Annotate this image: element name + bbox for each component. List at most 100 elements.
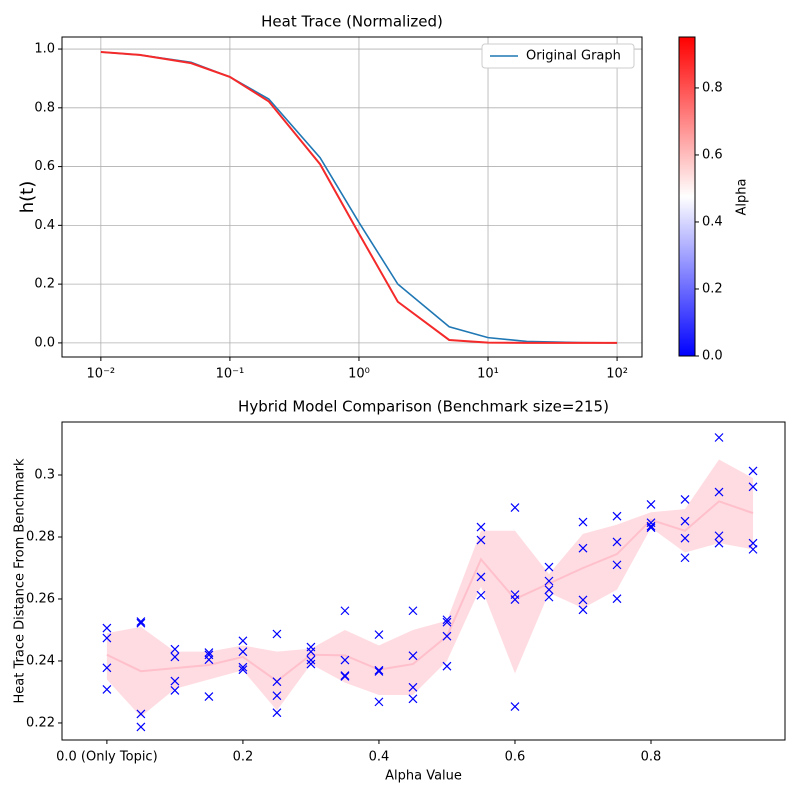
colorbar-tick-label: 0.2 bbox=[702, 281, 723, 296]
scatter-point bbox=[646, 521, 656, 531]
scatter-point bbox=[578, 543, 588, 553]
scatter-point bbox=[102, 663, 112, 673]
scatter-point bbox=[340, 671, 350, 680]
scatter-point bbox=[102, 623, 112, 633]
colorbar-tick-label: 0.6 bbox=[702, 147, 723, 162]
scatter-point bbox=[748, 544, 758, 554]
scatter-point bbox=[612, 594, 622, 604]
scatter-point bbox=[442, 661, 452, 671]
scatter-point bbox=[238, 662, 248, 672]
scatter-point bbox=[204, 648, 214, 658]
scatter-point bbox=[476, 535, 486, 545]
scatter-point bbox=[204, 692, 214, 702]
x-tick-label: 0.6 bbox=[505, 750, 526, 765]
x-tick-label: 10⁻¹ bbox=[216, 367, 245, 382]
mean-line bbox=[106, 500, 754, 683]
legend-box bbox=[481, 43, 635, 69]
x-tick-label: 10⁰ bbox=[348, 367, 370, 382]
scatter-point bbox=[680, 495, 690, 504]
scatter-point bbox=[544, 585, 554, 595]
scatter-point bbox=[442, 615, 452, 625]
scatter-point bbox=[374, 630, 384, 640]
scatter-point bbox=[170, 685, 180, 695]
scatter-point bbox=[714, 538, 724, 548]
y-tick-label: 0.3 bbox=[34, 468, 55, 483]
scatter-point bbox=[510, 595, 520, 605]
scatter-point bbox=[646, 500, 656, 509]
scatter-point bbox=[408, 694, 418, 704]
colorbar-label: Alpha bbox=[735, 179, 750, 216]
y-tick-label: 0.26 bbox=[26, 591, 55, 606]
scatter-point bbox=[476, 572, 486, 582]
scatter-point bbox=[340, 672, 350, 681]
x-tick-label: 0.2 bbox=[233, 750, 254, 765]
y-axis-label: Heat Trace Distance From Benchmark bbox=[13, 458, 28, 703]
y-axis-label: h(t) bbox=[17, 181, 38, 214]
scatter-point bbox=[510, 503, 520, 512]
scatter-point bbox=[612, 511, 622, 521]
scatter-point bbox=[510, 702, 520, 711]
scatter-point bbox=[306, 647, 316, 657]
scatter-point bbox=[374, 665, 384, 675]
scatter-point bbox=[170, 676, 180, 686]
scatter-point bbox=[544, 592, 554, 602]
scatter-point bbox=[408, 682, 418, 692]
scatter-point bbox=[102, 685, 112, 694]
colorbar-tick-label: 0.8 bbox=[702, 80, 723, 95]
scatter-point bbox=[442, 631, 452, 641]
scatter-point bbox=[646, 523, 656, 533]
x-tick-label: 0.0 (Only Topic) bbox=[56, 750, 158, 765]
x-tick-label: 10² bbox=[606, 367, 628, 382]
scatter-point bbox=[306, 655, 316, 665]
scatter-point bbox=[578, 517, 588, 527]
scatter-point bbox=[340, 606, 350, 616]
scatter-point bbox=[578, 605, 588, 615]
y-tick-label: 0.6 bbox=[34, 159, 55, 174]
scatter-point bbox=[714, 433, 724, 442]
colorbar-tick-label: 0.4 bbox=[702, 214, 723, 229]
scatter-point bbox=[374, 667, 384, 676]
scatter-point bbox=[748, 466, 758, 476]
scatter-point bbox=[238, 636, 248, 646]
error-band bbox=[106, 459, 754, 717]
scatter-point bbox=[374, 697, 384, 707]
scatter-point bbox=[272, 708, 282, 718]
y-tick-label: 0.8 bbox=[34, 100, 55, 115]
y-tick-label: 0.4 bbox=[34, 218, 55, 233]
scatter-point bbox=[748, 482, 758, 492]
y-tick-label: 0.24 bbox=[26, 653, 55, 668]
x-axis-label: Alpha Value bbox=[385, 769, 462, 784]
scatter-point bbox=[272, 691, 282, 701]
y-tick-label: 0.22 bbox=[26, 715, 55, 730]
axes-frame bbox=[61, 421, 786, 741]
colorbar-tick-label: 0.0 bbox=[702, 349, 723, 364]
scatter-point bbox=[102, 633, 112, 643]
y-tick-label: 1.0 bbox=[34, 42, 55, 57]
scatter-point bbox=[476, 522, 486, 532]
x-tick-label: 0.8 bbox=[641, 750, 662, 765]
x-tick-label: 10¹ bbox=[477, 367, 499, 382]
scatter-point bbox=[136, 618, 146, 628]
chart-title: Heat Trace (Normalized) bbox=[261, 13, 443, 31]
line-series bbox=[100, 50, 618, 344]
legend-label: Original Graph bbox=[526, 49, 621, 64]
scatter-point bbox=[408, 651, 418, 661]
scatter-point bbox=[306, 659, 316, 669]
axes-frame bbox=[61, 36, 643, 358]
scatter-point bbox=[544, 576, 554, 586]
scatter-point bbox=[272, 677, 282, 687]
scatter-point bbox=[680, 516, 690, 526]
scatter-point bbox=[408, 606, 418, 616]
scatter-point bbox=[544, 562, 554, 572]
chart-title: Hybrid Model Comparison (Benchmark size=… bbox=[238, 398, 609, 416]
scatter-point bbox=[680, 533, 690, 543]
scatter-point bbox=[612, 560, 622, 570]
scatter-point bbox=[578, 595, 588, 605]
y-tick-label: 0.2 bbox=[34, 277, 55, 292]
scatter-point bbox=[238, 665, 248, 675]
colorbar bbox=[678, 36, 696, 357]
scatter-point bbox=[170, 652, 180, 662]
y-tick-label: 0.28 bbox=[26, 529, 55, 544]
scatter-point bbox=[136, 709, 146, 719]
